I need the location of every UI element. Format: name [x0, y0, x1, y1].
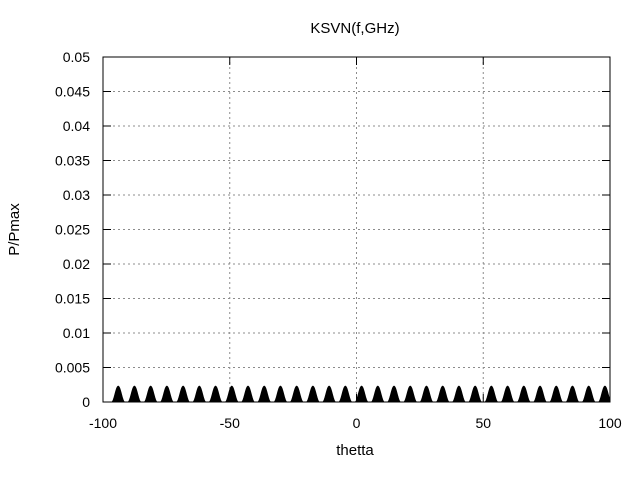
series-lobe: [127, 385, 142, 403]
series-lobe: [241, 385, 255, 403]
series-lobe: [111, 385, 125, 403]
series-lobe: [371, 385, 385, 403]
series-lobe: [322, 385, 336, 403]
x-axis-title: thetta: [336, 442, 374, 459]
y-tick-label: 0.03: [63, 187, 90, 203]
series-lobe: [484, 385, 499, 403]
series-lobe: [289, 385, 304, 403]
series-lobe: [468, 385, 482, 403]
x-tick-label: 100: [598, 415, 622, 431]
x-tick-label: -100: [89, 415, 117, 431]
series-lobe: [160, 385, 174, 403]
series-lobe: [192, 385, 207, 403]
series-lobe: [225, 385, 239, 403]
axis-ticks: 0 0.005 0.01 0.015 0.02 0.025 0.03 0.035 0.04 0.0…: [55, 49, 622, 431]
series-lobe: [598, 385, 611, 403]
series-lobe: [354, 385, 369, 403]
y-axis-title: P/Pmax: [6, 203, 23, 256]
series-lobe: [143, 385, 158, 403]
y-tick-label: 0.045: [55, 84, 90, 100]
series-lobe: [500, 385, 515, 403]
series-layer: [111, 385, 611, 403]
series-lobe: [257, 385, 271, 403]
series-lobe: [208, 385, 223, 403]
series-lobe: [403, 385, 418, 403]
y-tick-label: 0.025: [55, 222, 90, 238]
series-lobe: [338, 385, 353, 403]
series-lobe: [549, 385, 564, 403]
x-tick-label: 50: [475, 415, 491, 431]
x-tick-label: -50: [220, 415, 240, 431]
y-tick-label: 0.015: [55, 291, 90, 307]
series-lobe: [273, 385, 288, 403]
y-tick-label: 0.04: [63, 118, 90, 134]
series-lobe: [419, 385, 434, 403]
y-tick-label: 0: [82, 394, 90, 410]
series-lobe: [306, 385, 320, 403]
series-lobe: [565, 385, 580, 403]
series-lobe: [533, 385, 547, 403]
series-lobe: [387, 385, 401, 403]
y-tick-label: 0.01: [63, 325, 90, 341]
y-tick-label: 0.05: [63, 49, 90, 65]
series-lobe: [452, 385, 466, 403]
series-lobe: [517, 385, 531, 403]
y-tick-label: 0.005: [55, 360, 90, 376]
grid-lines: [103, 57, 610, 402]
series-lobe: [581, 385, 596, 403]
chart-title: KSVN(f,GHz): [310, 20, 399, 37]
series-lobe: [435, 385, 450, 403]
x-tick-label: 0: [353, 415, 361, 431]
series-lobe: [176, 385, 190, 403]
y-tick-label: 0.02: [63, 256, 90, 272]
y-tick-label: 0.035: [55, 153, 90, 169]
